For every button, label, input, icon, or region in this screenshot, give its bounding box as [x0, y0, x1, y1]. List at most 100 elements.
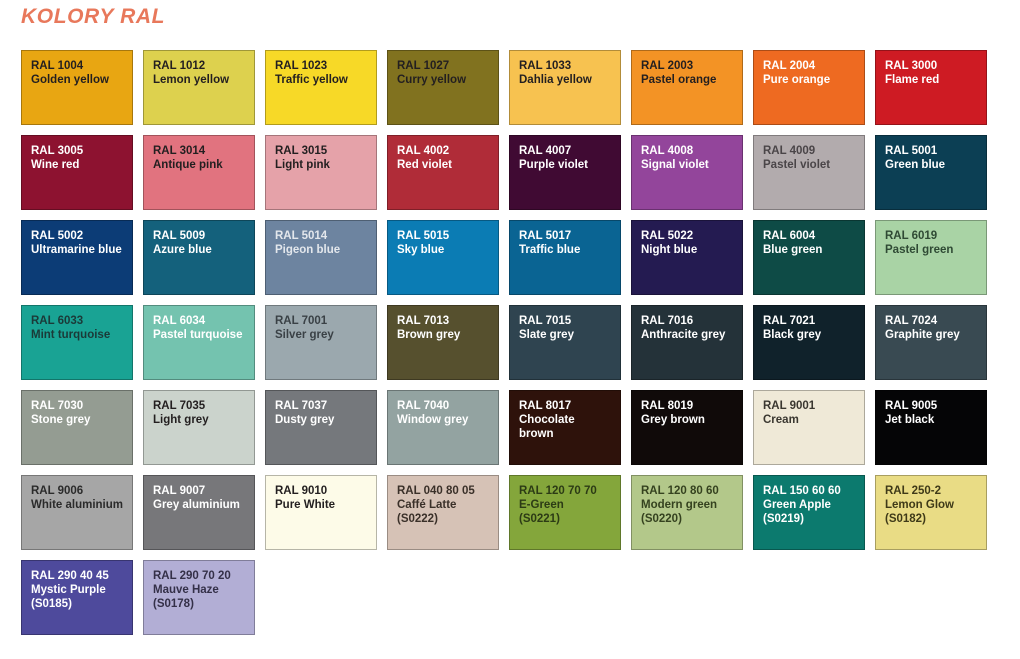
color-swatch[interactable]: RAL 1033 Dahlia yellow: [509, 50, 621, 125]
color-swatch[interactable]: RAL 1027 Curry yellow: [387, 50, 499, 125]
swatch-color-name: Light grey: [153, 414, 209, 427]
color-swatch[interactable]: RAL 5022 Night blue: [631, 220, 743, 295]
swatch-color-name: Silver grey: [275, 329, 334, 342]
color-swatch[interactable]: RAL 150 60 60 Green Apple (S0219): [753, 475, 865, 550]
swatch-code: RAL 1004: [31, 60, 84, 72]
color-swatch[interactable]: RAL 7035 Light grey: [143, 390, 255, 465]
color-swatch[interactable]: RAL 5002 Ultramarine blue: [21, 220, 133, 295]
color-swatch[interactable]: RAL 7021 Black grey: [753, 305, 865, 380]
swatch-code: RAL 7024: [885, 315, 938, 327]
swatch-code: RAL 5002: [31, 230, 84, 242]
swatch-code: RAL 7016: [641, 315, 694, 327]
color-swatch[interactable]: RAL 9007 Grey aluminium: [143, 475, 255, 550]
swatch-color-name: Slate grey: [519, 329, 574, 342]
swatch-code: RAL 120 80 60: [641, 485, 719, 497]
color-swatch[interactable]: RAL 4008 Signal violet: [631, 135, 743, 210]
swatch-color-name: Pastel orange: [641, 74, 717, 87]
color-swatch[interactable]: RAL 3015 Light pink: [265, 135, 377, 210]
color-swatch[interactable]: RAL 6019 Pastel green: [875, 220, 987, 295]
swatch-code: RAL 2003: [641, 60, 694, 72]
color-swatch[interactable]: RAL 290 70 20 Mauve Haze (S0178): [143, 560, 255, 635]
swatch-code-suffix: (S0220): [641, 513, 682, 526]
color-swatch[interactable]: RAL 290 40 45 Mystic Purple (S0185): [21, 560, 133, 635]
color-swatch[interactable]: RAL 7037 Dusty grey: [265, 390, 377, 465]
swatch-color-name: Stone grey: [31, 414, 91, 427]
swatch-code: RAL 5009: [153, 230, 206, 242]
color-swatch[interactable]: RAL 5009 Azure blue: [143, 220, 255, 295]
color-swatch[interactable]: RAL 9001 Cream: [753, 390, 865, 465]
color-swatch[interactable]: RAL 2003 Pastel orange: [631, 50, 743, 125]
swatch-color-name: Light pink: [275, 159, 330, 172]
color-swatch[interactable]: RAL 7030 Stone grey: [21, 390, 133, 465]
swatch-color-name: Dahlia yellow: [519, 74, 592, 87]
swatch-code: RAL 1027: [397, 60, 450, 72]
swatch-color-name: Blue green: [763, 244, 823, 257]
color-swatch[interactable]: RAL 4009 Pastel violet: [753, 135, 865, 210]
color-swatch[interactable]: RAL 1023 Traffic yellow: [265, 50, 377, 125]
swatch-color-name: Black grey: [763, 329, 822, 342]
color-swatch[interactable]: RAL 5015 Sky blue: [387, 220, 499, 295]
color-swatch[interactable]: RAL 1004 Golden yellow: [21, 50, 133, 125]
color-swatch[interactable]: RAL 120 70 70 E-Green (S0221): [509, 475, 621, 550]
swatch-code-suffix: (S0221): [519, 513, 560, 526]
swatch-color-name: Mystic Purple: [31, 584, 106, 597]
swatch-color-name: Golden yellow: [31, 74, 109, 87]
swatch-color-name: Brown grey: [397, 329, 461, 342]
color-swatch[interactable]: RAL 2004 Pure orange: [753, 50, 865, 125]
color-swatch[interactable]: RAL 120 80 60 Modern green (S0220): [631, 475, 743, 550]
swatch-color-name: Pure White: [275, 499, 336, 512]
swatch-color-name: Green blue: [885, 159, 946, 172]
swatch-code: RAL 7013: [397, 315, 450, 327]
swatch-color-name: Purple violet: [519, 159, 589, 172]
color-swatch[interactable]: RAL 5014 Pigeon blue: [265, 220, 377, 295]
swatch-code: RAL 5022: [641, 230, 694, 242]
swatch-color-name: E-Green: [519, 499, 564, 512]
color-swatch[interactable]: RAL 9006 White aluminium: [21, 475, 133, 550]
swatch-code: RAL 290 40 45: [31, 570, 109, 582]
swatch-color-name: Sky blue: [397, 244, 445, 257]
color-swatch[interactable]: RAL 5001 Green blue: [875, 135, 987, 210]
color-swatch[interactable]: RAL 250-2 Lemon Glow (S0182): [875, 475, 987, 550]
swatch-code: RAL 5015: [397, 230, 450, 242]
color-swatch[interactable]: RAL 7013 Brown grey: [387, 305, 499, 380]
color-swatch[interactable]: RAL 7024 Graphite grey: [875, 305, 987, 380]
color-swatch[interactable]: RAL 6004 Blue green: [753, 220, 865, 295]
swatch-code: RAL 1023: [275, 60, 328, 72]
color-swatch[interactable]: RAL 3000 Flame red: [875, 50, 987, 125]
color-swatch[interactable]: RAL 4002 Red violet: [387, 135, 499, 210]
swatch-color-name: Dusty grey: [275, 414, 335, 427]
color-swatch[interactable]: RAL 040 80 05 Caffé Latte (S0222): [387, 475, 499, 550]
color-swatch[interactable]: RAL 8017 Chocolate brown: [509, 390, 621, 465]
color-swatch[interactable]: RAL 9005 Jet black: [875, 390, 987, 465]
color-swatch[interactable]: RAL 1012 Lemon yellow: [143, 50, 255, 125]
color-swatch[interactable]: RAL 7016 Anthracite grey: [631, 305, 743, 380]
swatch-color-name: Lemon Glow: [885, 499, 954, 512]
swatch-color-name: Pastel violet: [763, 159, 831, 172]
swatch-code: RAL 7021: [763, 315, 816, 327]
swatch-code: RAL 3005: [31, 145, 84, 157]
color-swatch[interactable]: RAL 4007 Purple violet: [509, 135, 621, 210]
swatch-code: RAL 1012: [153, 60, 206, 72]
color-swatch[interactable]: RAL 9010 Pure White: [265, 475, 377, 550]
color-swatch[interactable]: RAL 3014 Antique pink: [143, 135, 255, 210]
swatch-code-suffix: (S0182): [885, 513, 926, 526]
swatch-color-name: Graphite grey: [885, 329, 960, 342]
swatch-color-name: Green Apple: [763, 499, 831, 512]
swatch-code: RAL 9010: [275, 485, 328, 497]
color-swatch[interactable]: RAL 8019 Grey brown: [631, 390, 743, 465]
swatch-code: RAL 5001: [885, 145, 938, 157]
swatch-code: RAL 040 80 05: [397, 485, 475, 497]
swatch-color-name: Anthracite grey: [641, 329, 726, 342]
color-swatch[interactable]: RAL 7040 Window grey: [387, 390, 499, 465]
color-swatch[interactable]: RAL 6034 Pastel turquoise: [143, 305, 255, 380]
color-swatch[interactable]: RAL 7015 Slate grey: [509, 305, 621, 380]
swatch-row: RAL 290 40 45 Mystic Purple (S0185) RAL 290…: [21, 560, 999, 635]
swatch-color-name: Mint turquoise: [31, 329, 111, 342]
color-swatch[interactable]: RAL 3005 Wine red: [21, 135, 133, 210]
swatch-color-name: Flame red: [885, 74, 940, 87]
swatch-code: RAL 5017: [519, 230, 572, 242]
color-swatch[interactable]: RAL 5017 Traffic blue: [509, 220, 621, 295]
color-swatch[interactable]: RAL 7001 Silver grey: [265, 305, 377, 380]
color-swatch[interactable]: RAL 6033 Mint turquoise: [21, 305, 133, 380]
